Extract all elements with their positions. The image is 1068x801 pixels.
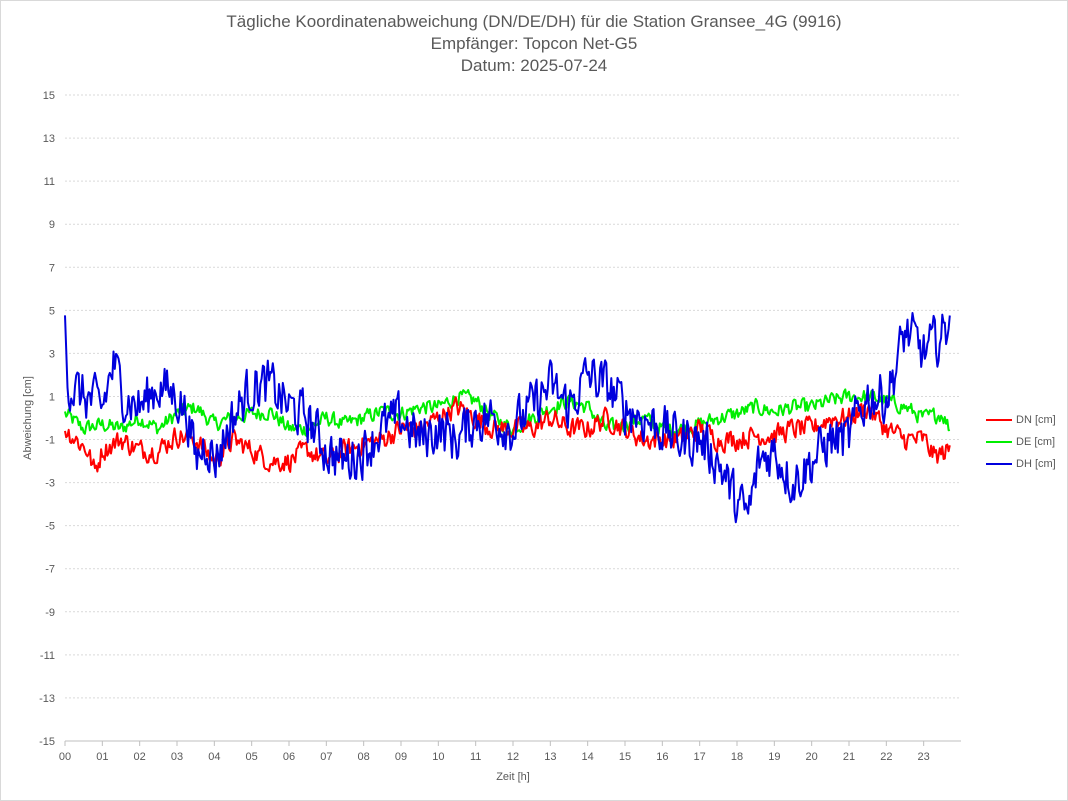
y-axis-label: Abweichung [cm] <box>22 376 34 460</box>
x-tick-label: 08 <box>358 751 370 763</box>
chart-title: Tägliche Koordinatenabweichung (DN/DE/DH… <box>226 12 842 31</box>
x-tick-label: 03 <box>171 751 183 763</box>
y-tick-label: -9 <box>45 607 55 619</box>
y-tick-label: -13 <box>39 693 55 705</box>
x-tick-label: 02 <box>134 751 146 763</box>
x-tick-label: 12 <box>507 751 519 763</box>
y-tick-label: -1 <box>45 435 55 447</box>
y-tick-label: 11 <box>44 176 55 188</box>
x-tick-label: 19 <box>768 751 780 763</box>
x-tick-label: 15 <box>619 751 631 763</box>
x-tick-label: 14 <box>582 751 594 763</box>
y-tick-label: -5 <box>45 521 55 533</box>
x-tick-label: 13 <box>544 751 556 763</box>
chart-subtitle: Empfänger: Topcon Net-G5 <box>430 34 638 53</box>
x-tick-label: 16 <box>656 751 668 763</box>
x-tick-label: 10 <box>432 751 444 763</box>
y-tick-label: -15 <box>39 736 55 748</box>
legend-swatch <box>986 463 1012 465</box>
x-tick-label: 20 <box>806 751 818 763</box>
x-tick-label: 17 <box>694 751 706 763</box>
y-tick-label: -7 <box>45 564 55 576</box>
y-tick-label: 5 <box>49 305 55 317</box>
y-tick-label: 3 <box>49 348 55 360</box>
legend-item: DN [cm] <box>986 409 1056 431</box>
x-tick-label: 23 <box>918 751 930 763</box>
x-tick-label: 01 <box>96 751 108 763</box>
legend-label: DH [cm] <box>1016 458 1056 470</box>
y-tick-label: 9 <box>49 219 55 231</box>
chart-titles: Tägliche Koordinatenabweichung (DN/DE/DH… <box>1 11 1067 77</box>
y-tick-label: 1 <box>49 391 55 403</box>
x-tick-label: 22 <box>880 751 892 763</box>
legend-swatch <box>986 419 1012 421</box>
x-tick-label: 21 <box>843 751 855 763</box>
chart-date: Datum: 2025-07-24 <box>460 56 608 75</box>
series-line-de <box>64 388 951 438</box>
y-tick-label: -11 <box>40 650 55 662</box>
x-axis-label: Zeit [h] <box>496 771 530 783</box>
x-tick-label: 09 <box>395 751 407 763</box>
legend-item: DE [cm] <box>986 431 1056 453</box>
legend-label: DE [cm] <box>1016 436 1056 448</box>
chart-legend: DN [cm] DE [cm] DH [cm] <box>986 409 1056 475</box>
y-tick-label: 13 <box>43 133 55 145</box>
series-line-dh <box>64 312 951 524</box>
x-tick-label: 00 <box>59 751 71 763</box>
x-tick-label: 11 <box>470 751 481 763</box>
legend-swatch <box>986 441 1012 443</box>
x-tick-label: 05 <box>246 751 258 763</box>
legend-label: DN [cm] <box>1016 414 1056 426</box>
x-tick-label: 07 <box>320 751 332 763</box>
y-tick-label: 7 <box>49 262 55 274</box>
x-tick-label: 04 <box>208 751 220 763</box>
x-tick-label: 18 <box>731 751 743 763</box>
legend-item: DH [cm] <box>986 453 1056 475</box>
y-tick-label: 15 <box>43 90 55 102</box>
y-tick-label: -3 <box>45 478 55 490</box>
x-tick-label: 06 <box>283 751 295 763</box>
